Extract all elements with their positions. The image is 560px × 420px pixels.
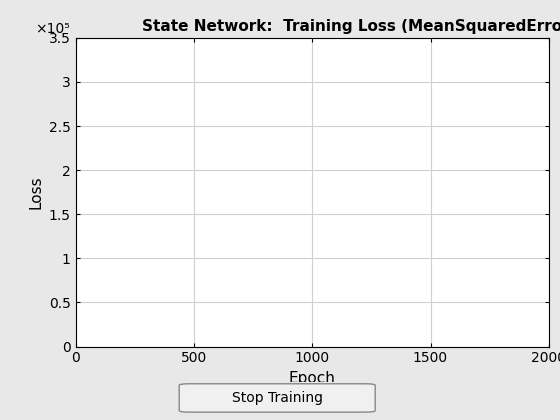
Text: ×10⁵: ×10⁵ [35,22,70,36]
FancyBboxPatch shape [179,384,375,412]
Text: Stop Training: Stop Training [232,391,323,405]
Y-axis label: Loss: Loss [28,175,43,209]
X-axis label: Epoch: Epoch [289,371,335,386]
Text: State Network:  Training Loss (MeanSquaredError): State Network: Training Loss (MeanSquare… [142,19,560,34]
